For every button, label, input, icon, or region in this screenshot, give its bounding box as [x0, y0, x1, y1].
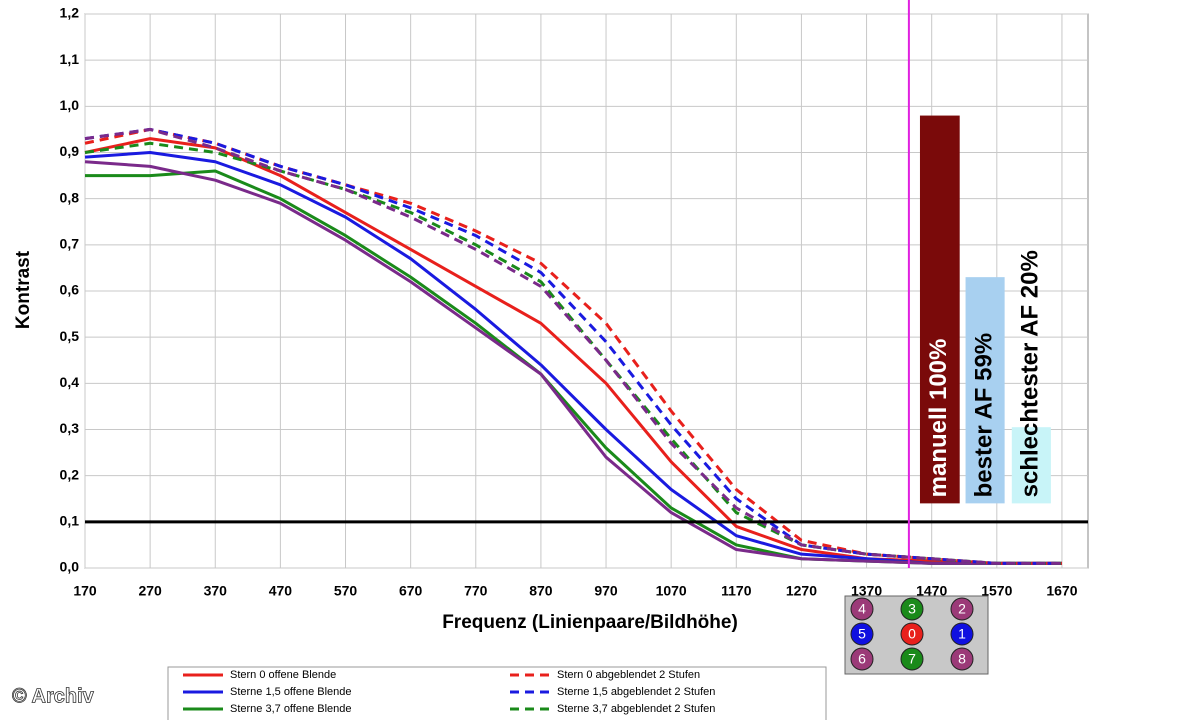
- star-marker: [950, 647, 974, 671]
- star-marker: [900, 622, 924, 646]
- x-tick-label: 1570: [981, 583, 1012, 599]
- legend-label: Stern 0 offene Blende: [230, 669, 336, 681]
- star-marker: [900, 647, 924, 671]
- x-tick-label: 1270: [786, 583, 817, 599]
- bar-label: bester AF 59%: [970, 333, 997, 498]
- star-label: 1: [958, 626, 966, 642]
- x-tick-label: 870: [529, 583, 553, 599]
- star-label: 8: [958, 651, 966, 667]
- y-tick-label: 0,5: [60, 328, 80, 344]
- y-tick-label: 0,6: [60, 282, 80, 298]
- legend-box: [167, 666, 827, 720]
- star-label: 4: [858, 601, 866, 617]
- legend-label: Sterne 1,5 offene Blende: [230, 686, 352, 698]
- legend-label: Stern 0 abgeblendet 2 Stufen: [557, 669, 700, 681]
- x-tick-label: 1370: [851, 583, 882, 599]
- y-tick-label: 0,1: [60, 513, 80, 529]
- x-tick-label: 770: [464, 583, 488, 599]
- annotation-bar: [1011, 427, 1051, 504]
- y-tick-label: 0,3: [60, 420, 80, 436]
- star-label: 5: [858, 626, 866, 642]
- y-tick-label: 0,2: [60, 466, 80, 482]
- x-axis-title: Frequenz (Linienpaare/Bildhöhe): [442, 612, 738, 633]
- y-tick-label: 1,0: [60, 97, 80, 113]
- series-line: [84, 127, 1062, 565]
- x-tick-label: 170: [73, 583, 97, 599]
- star-label: 0: [908, 626, 916, 642]
- star-label: 6: [858, 651, 866, 667]
- series-line: [84, 141, 1062, 565]
- annotation-bar: [919, 115, 960, 504]
- star-marker: [950, 622, 974, 646]
- x-tick-label: 270: [138, 583, 162, 599]
- x-tick-label: 1470: [916, 583, 947, 599]
- y-tick-label: 0,0: [60, 559, 80, 575]
- bar-label: manuell 100%: [925, 339, 952, 498]
- x-tick-label: 970: [594, 583, 618, 599]
- star-marker: [850, 622, 874, 646]
- star-marker: [900, 597, 924, 621]
- y-tick-label: 0,7: [60, 236, 80, 252]
- credit: © Archiv: [12, 685, 95, 707]
- y-tick-label: 1,1: [60, 51, 80, 67]
- star-label: 2: [958, 601, 966, 617]
- star-label: 3: [908, 601, 916, 617]
- x-tick-label: 670: [399, 583, 423, 599]
- star-marker: [850, 597, 874, 621]
- series-line: [84, 127, 1062, 565]
- x-tick-label: 1170: [721, 583, 752, 599]
- bar-label: schlechtester AF 20%: [1017, 250, 1044, 497]
- y-tick-label: 0,8: [60, 189, 80, 205]
- x-tick-label: 370: [204, 583, 228, 599]
- y-tick-label: 1,2: [60, 5, 80, 21]
- y-tick-label: 0,9: [60, 143, 80, 159]
- legend-label: Sterne 3,7 offene Blende: [230, 703, 352, 715]
- y-tick-label: 0,4: [60, 374, 80, 390]
- legend-label: Sterne 1,5 abgeblendet 2 Stufen: [557, 686, 715, 698]
- x-tick-label: 570: [334, 583, 358, 599]
- x-tick-label: 1670: [1046, 583, 1077, 599]
- star-marker: [950, 597, 974, 621]
- x-tick-label: 470: [269, 583, 293, 599]
- y-axis-title: Kontrast: [13, 250, 34, 329]
- star-label: 7: [908, 651, 916, 667]
- series-line: [84, 160, 1062, 565]
- legend-label: Sterne 3,7 abgeblendet 2 Stufen: [557, 703, 715, 715]
- x-tick-label: 1070: [656, 583, 687, 599]
- star-marker: [850, 647, 874, 671]
- annotation-bar: [965, 277, 1005, 504]
